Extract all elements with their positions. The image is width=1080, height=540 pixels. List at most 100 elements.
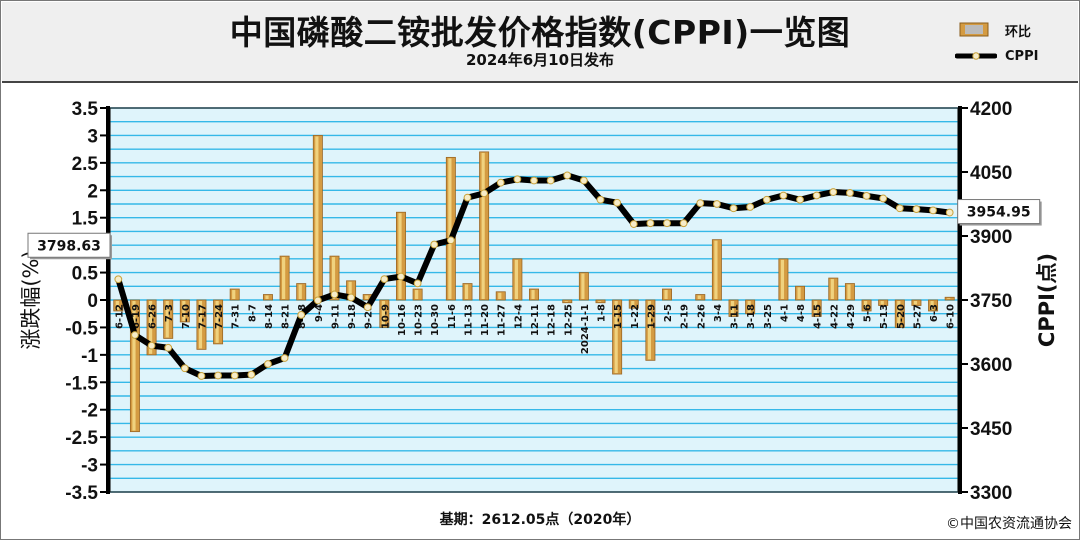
x-tick-label: 1-22 xyxy=(630,304,641,329)
left-tick-label: -1 xyxy=(81,346,98,367)
left-tick-label: -3.5 xyxy=(65,483,98,504)
bar-highlight xyxy=(348,281,352,299)
footer-copyright: ©中国农资流通协会 xyxy=(946,516,1072,532)
cppi-point xyxy=(879,194,888,203)
x-tick-label: 6-12 xyxy=(114,304,125,329)
bar-highlight xyxy=(897,301,901,327)
annotation-box xyxy=(957,199,1041,225)
cppi-point xyxy=(446,236,455,245)
cppi-point xyxy=(297,311,306,319)
bar-highlight xyxy=(863,301,868,310)
cppi-point xyxy=(596,195,605,204)
x-tick-label: 4-29 xyxy=(846,304,857,329)
x-tick-label: 2-19 xyxy=(680,304,691,329)
cppi-point xyxy=(846,189,854,197)
cppi-point xyxy=(530,176,538,185)
bar-highlight xyxy=(398,213,402,299)
right-tick-label: 3300 xyxy=(970,483,1012,504)
cppi-point xyxy=(812,191,821,200)
cppi-point xyxy=(214,371,222,380)
cppi-point xyxy=(729,204,738,213)
bar-highlight xyxy=(564,301,568,302)
left-axis-title: 涨跌幅(%) xyxy=(19,250,43,349)
x-tick-label: 10-23 xyxy=(414,304,425,336)
cppi-point xyxy=(613,198,622,207)
chart-legend: 环比 CPPI xyxy=(955,20,1065,68)
bar-highlight xyxy=(531,290,535,299)
x-tick-label: 4-15 xyxy=(813,304,824,329)
x-tick-label: 10-16 xyxy=(397,304,408,336)
cppi-point xyxy=(463,193,472,202)
legend-line-swatch xyxy=(955,52,997,60)
cppi-point xyxy=(480,189,489,198)
x-tick-label: 7-3 xyxy=(164,304,175,322)
bar-highlight xyxy=(647,301,652,360)
bar-highlight xyxy=(182,301,186,321)
x-tick-label: 7-17 xyxy=(197,304,208,329)
cppi-point xyxy=(546,176,555,185)
cppi-point xyxy=(912,205,921,214)
x-tick-label: 11-20 xyxy=(480,304,491,336)
x-tick-label: 7-10 xyxy=(181,304,192,329)
bar-highlight xyxy=(880,301,884,305)
x-tick-label: 6-26 xyxy=(148,304,159,329)
right-tick-label: 3750 xyxy=(970,291,1012,312)
bar-highlight xyxy=(381,301,385,327)
x-tick-label: 9-18 xyxy=(347,304,358,329)
cppi-point xyxy=(114,275,123,284)
x-tick-label: 11-27 xyxy=(497,304,508,336)
bar-highlight xyxy=(631,301,635,308)
x-tick-label: 6-3 xyxy=(929,304,940,322)
x-tick-label: 10-9 xyxy=(380,304,391,329)
x-tick-label: 5-27 xyxy=(912,304,923,329)
cppi-point xyxy=(413,279,422,288)
cppi-point xyxy=(945,208,954,217)
cppi-point xyxy=(347,293,355,302)
right-tick-label: 3600 xyxy=(970,355,1012,376)
x-tick-label: 8-14 xyxy=(264,304,275,329)
bar-highlight xyxy=(115,301,119,310)
bar-highlight xyxy=(514,259,519,299)
cppi-point xyxy=(713,200,721,208)
bar-highlight xyxy=(714,240,718,299)
cppi-point xyxy=(513,175,522,184)
bar-highlight xyxy=(298,284,302,299)
chart-title: 中国磷酸二铵批发价格指数(CPPI)一览图 xyxy=(229,13,851,52)
cppi-point xyxy=(779,191,788,200)
x-tick-label: 12-18 xyxy=(547,304,558,336)
x-tick-label: 3-11 xyxy=(730,304,741,329)
bar-highlight xyxy=(132,301,136,431)
x-tick-label: 2-5 xyxy=(663,304,674,322)
annotation-label: 3798.63 xyxy=(37,238,101,254)
cppi-point xyxy=(313,296,322,305)
left-tick-label: 3.5 xyxy=(72,99,99,120)
bar-highlight xyxy=(481,152,485,299)
bar-highlight xyxy=(780,259,785,299)
left-tick-label: 1.5 xyxy=(72,209,99,230)
cppi-point xyxy=(679,219,688,228)
cppi-point xyxy=(563,171,572,180)
cppi-point xyxy=(895,204,904,213)
left-tick-label: 0 xyxy=(87,291,98,312)
legend-bar-label: 环比 xyxy=(1005,24,1032,40)
x-tick-label: 1-29 xyxy=(646,304,657,329)
x-tick-label: 9-11 xyxy=(330,304,341,329)
bar-highlight xyxy=(664,290,668,299)
legend-bar-swatch xyxy=(959,22,989,37)
bar-highlight xyxy=(614,301,618,374)
bar-highlight xyxy=(581,273,585,299)
x-tick-label: 4-1 xyxy=(779,304,790,322)
bar-highlight xyxy=(697,295,701,299)
x-tick-label: 4-22 xyxy=(829,304,840,329)
left-tick-label: 3 xyxy=(87,126,98,147)
left-tick-label: -1.5 xyxy=(65,373,98,394)
right-tick-label: 4200 xyxy=(970,99,1012,120)
legend-item-bar: 环比 xyxy=(955,20,1031,40)
right-tick-label: 4050 xyxy=(970,163,1012,184)
x-tick-label: 5-20 xyxy=(896,304,907,329)
x-tick-label: 5-13 xyxy=(879,304,890,329)
chart-header xyxy=(2,2,1078,83)
cppi-point xyxy=(629,220,638,228)
bar-highlight xyxy=(415,290,419,299)
